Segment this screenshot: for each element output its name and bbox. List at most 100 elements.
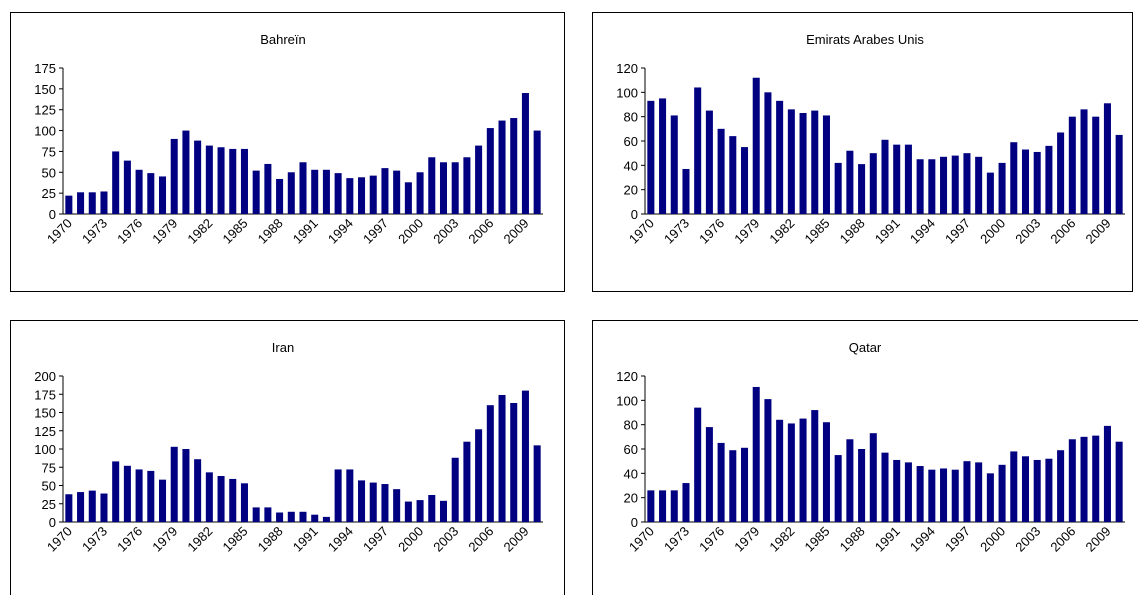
bar	[916, 159, 924, 214]
bar	[404, 182, 412, 214]
bar	[252, 507, 260, 522]
bar	[963, 461, 971, 522]
bar	[928, 469, 936, 522]
bar	[311, 169, 319, 214]
bar	[1057, 132, 1065, 214]
bar	[416, 172, 424, 214]
chart-title: Bahreïn	[260, 32, 306, 47]
bar	[65, 494, 73, 522]
y-tick-label: 25	[42, 186, 56, 201]
bar	[346, 469, 354, 522]
bar	[1021, 456, 1029, 522]
bar	[112, 461, 120, 522]
bar	[299, 511, 307, 522]
bar	[1010, 142, 1018, 214]
y-tick-label: 20	[624, 183, 638, 198]
bar	[1010, 451, 1018, 522]
bar	[229, 478, 237, 522]
bar	[869, 153, 877, 214]
bar	[893, 459, 901, 522]
bar	[682, 168, 690, 214]
bar	[1080, 109, 1088, 214]
bar	[1057, 450, 1065, 522]
y-tick-label: 50	[42, 479, 56, 494]
bar	[299, 162, 307, 214]
y-tick-label: 0	[631, 207, 638, 222]
bar	[741, 147, 749, 214]
bar	[475, 429, 483, 522]
bar	[486, 128, 494, 214]
y-tick-label: 125	[34, 103, 56, 118]
bar	[88, 490, 96, 522]
bar	[834, 162, 842, 214]
bar	[205, 145, 213, 214]
y-tick-label: 150	[34, 406, 56, 421]
bar	[311, 514, 319, 522]
bar	[659, 490, 667, 522]
bar	[659, 98, 667, 214]
bar	[428, 494, 436, 522]
bar	[858, 164, 866, 214]
bar	[717, 442, 725, 522]
bar	[428, 157, 436, 214]
bar	[439, 162, 447, 214]
y-tick-label: 20	[624, 491, 638, 506]
bar	[998, 162, 1006, 214]
bar	[705, 110, 713, 214]
bar	[393, 489, 401, 522]
bar	[77, 192, 85, 214]
bar	[1068, 439, 1076, 522]
y-tick-label: 200	[34, 369, 56, 384]
bar	[986, 172, 994, 214]
bar	[404, 501, 412, 522]
bar	[822, 422, 830, 522]
y-tick-label: 60	[624, 442, 638, 457]
y-tick-label: 75	[42, 144, 56, 159]
bar	[846, 150, 854, 214]
y-tick-label: 175	[34, 61, 56, 76]
bar	[741, 447, 749, 522]
bar	[135, 469, 143, 522]
panel-frame	[10, 12, 565, 292]
bar	[729, 136, 737, 214]
bar	[112, 151, 120, 214]
bar	[705, 427, 713, 522]
bar	[346, 178, 354, 214]
bar	[334, 173, 342, 214]
bar	[229, 148, 237, 214]
bar	[776, 419, 784, 522]
bar	[670, 115, 678, 214]
y-tick-label: 100	[616, 393, 638, 408]
bar	[940, 468, 948, 522]
bar	[811, 410, 819, 522]
bar	[182, 449, 190, 522]
bar	[147, 470, 155, 522]
chart-title: Iran	[272, 340, 294, 355]
y-tick-label: 120	[616, 61, 638, 76]
y-tick-label: 75	[42, 460, 56, 475]
bar	[369, 482, 377, 522]
bar	[147, 173, 155, 214]
bar	[846, 439, 854, 522]
bar	[264, 507, 272, 522]
bar	[682, 483, 690, 522]
bar	[369, 175, 377, 214]
chart-title: Emirats Arabes Unis	[806, 32, 924, 47]
bar	[533, 445, 541, 522]
bar	[799, 418, 807, 522]
bar	[510, 118, 518, 214]
panel-frame	[592, 320, 1138, 595]
bar	[381, 168, 389, 214]
bar	[1103, 103, 1111, 214]
bar	[170, 446, 178, 522]
bar	[729, 450, 737, 522]
bar	[951, 155, 959, 214]
y-tick-label: 100	[34, 442, 56, 457]
bar	[787, 423, 795, 522]
bar	[451, 162, 459, 214]
bar	[893, 144, 901, 214]
bar	[975, 156, 983, 214]
panel-frame	[592, 12, 1133, 292]
bar	[463, 157, 471, 214]
